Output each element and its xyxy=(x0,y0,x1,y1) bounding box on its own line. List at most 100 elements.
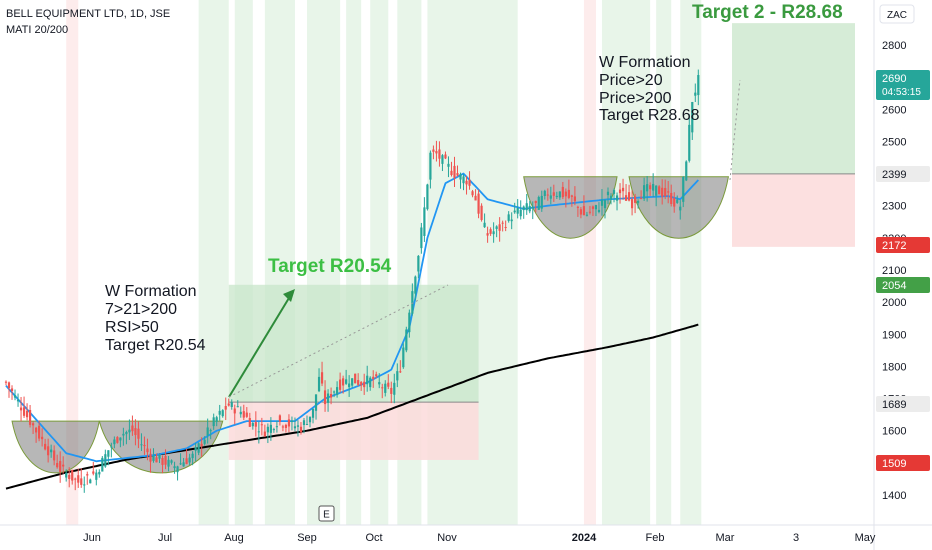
candle xyxy=(516,199,519,219)
candle xyxy=(664,179,667,200)
candle-body xyxy=(408,312,411,333)
candle xyxy=(417,255,420,279)
candle-body xyxy=(65,472,68,478)
candle xyxy=(360,380,363,391)
candle xyxy=(618,183,622,204)
candle-body xyxy=(62,464,65,467)
candle xyxy=(507,211,510,223)
highlight-band-9 xyxy=(583,0,596,525)
earnings-marker[interactable]: E xyxy=(318,505,335,522)
price-badges: 2690 04:53:15 2399 2172 2054 1689 1509 xyxy=(876,70,930,471)
candle xyxy=(242,404,245,421)
candle-body xyxy=(290,420,294,423)
candle xyxy=(185,448,188,465)
candle-body xyxy=(209,430,212,432)
candle-body xyxy=(236,406,239,408)
annotation-second-line-2: Price>20 xyxy=(599,72,663,89)
candle xyxy=(546,188,549,201)
countdown-label: 04:53:15 xyxy=(882,87,921,98)
candle-body xyxy=(594,205,598,210)
candle-body xyxy=(375,374,378,377)
candle xyxy=(468,171,471,190)
candles xyxy=(4,69,700,493)
candle xyxy=(179,453,182,465)
candle-body xyxy=(489,229,492,234)
candle xyxy=(465,175,468,195)
candle xyxy=(492,222,495,243)
candle-body xyxy=(381,387,384,389)
candle-body xyxy=(417,255,420,272)
candle-body xyxy=(516,208,519,214)
candle xyxy=(89,478,92,484)
candle xyxy=(275,420,278,433)
candle xyxy=(329,387,333,405)
candle-body xyxy=(176,466,179,473)
candle-body xyxy=(697,75,700,96)
candle-body xyxy=(676,199,679,203)
time-tick-label: Jun xyxy=(83,532,101,544)
candle xyxy=(299,422,303,435)
candle-body xyxy=(122,433,125,436)
candle-body xyxy=(630,199,634,209)
candle xyxy=(688,114,691,163)
candle-body xyxy=(19,407,23,411)
candle-body xyxy=(444,154,447,159)
candle xyxy=(552,184,555,202)
time-tick-label: Nov xyxy=(437,532,457,544)
candle xyxy=(694,83,697,103)
candle-body xyxy=(655,185,658,196)
candle-body xyxy=(224,405,227,410)
candle-body xyxy=(146,448,149,453)
candle-body xyxy=(10,388,14,392)
candle xyxy=(272,427,275,433)
candle-body xyxy=(486,233,489,236)
candle xyxy=(426,183,429,211)
candle xyxy=(624,184,628,201)
candle-body xyxy=(345,379,348,384)
candle xyxy=(167,455,170,472)
candle xyxy=(125,430,128,445)
candle-body xyxy=(155,457,158,463)
candle-body xyxy=(191,453,194,459)
candle-body xyxy=(239,411,242,415)
currency-button[interactable]: ZAC xyxy=(879,4,915,24)
candle-body xyxy=(308,416,312,423)
candle xyxy=(65,469,68,482)
candle xyxy=(525,193,528,215)
annotation-second: W Formation Price>20 Price>200 Target R2… xyxy=(599,54,700,124)
candle xyxy=(393,373,396,404)
candle xyxy=(576,205,579,217)
candle-body xyxy=(420,227,423,249)
candle-body xyxy=(245,412,248,417)
candle xyxy=(345,369,348,385)
candle xyxy=(591,205,595,216)
candle-body xyxy=(143,444,146,447)
candle xyxy=(146,438,149,461)
candle-body xyxy=(600,199,604,206)
w-pattern-1-left-cup xyxy=(11,420,100,474)
price-badge-2399: 2399 xyxy=(876,166,930,182)
projection-dotted-line-2 xyxy=(729,79,741,181)
candle xyxy=(284,423,288,433)
candle xyxy=(13,389,17,401)
price-badge-box xyxy=(876,277,930,293)
candle xyxy=(260,417,263,436)
candle xyxy=(366,365,369,392)
candle xyxy=(251,421,254,430)
candle-body xyxy=(221,410,224,417)
candle-body xyxy=(336,387,339,395)
candle xyxy=(218,404,221,421)
candle-body xyxy=(53,450,56,461)
candle xyxy=(176,465,179,481)
time-axis[interactable]: Jun Jul Aug Sep Oct Nov 2024 Feb Mar 3 May xyxy=(0,524,932,544)
price-tick-label: 1400 xyxy=(882,490,906,502)
candle xyxy=(390,381,393,404)
candle xyxy=(564,188,567,208)
price-tick-label: 1800 xyxy=(882,361,906,373)
candle-body xyxy=(263,431,266,437)
projection-dotted-line xyxy=(228,284,449,398)
candle-body xyxy=(597,209,601,213)
candle-body xyxy=(423,207,426,236)
candle xyxy=(447,156,450,178)
